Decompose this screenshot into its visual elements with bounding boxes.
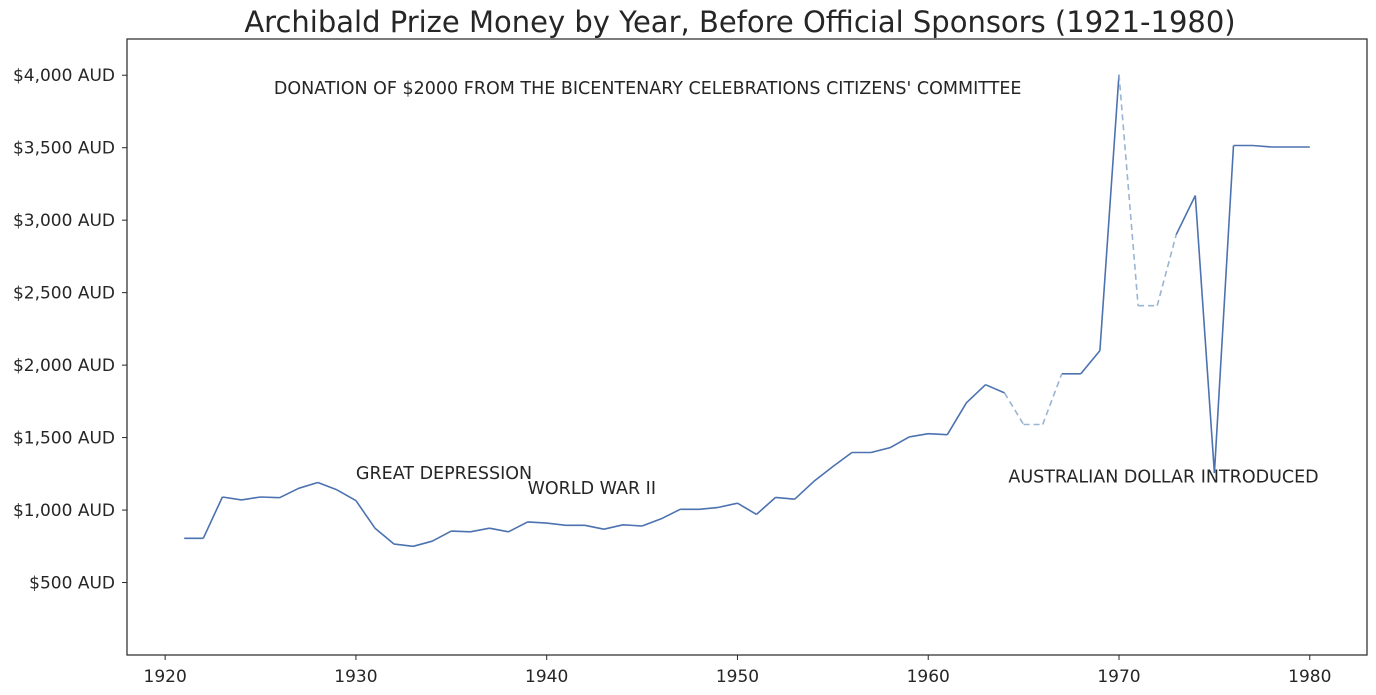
y-tick-label: $2,000 AUD [13,356,115,376]
x-tick-label: 1930 [334,667,377,687]
annotation-layer: DONATION OF $2000 FROM THE BICENTENARY C… [274,79,1319,499]
chart-annotation: WORLD WAR II [528,479,656,499]
y-tick-label: $3,500 AUD [13,139,115,159]
x-tick-label: 1960 [907,667,950,687]
chart-annotation: AUSTRALIAN DOLLAR INTRODUCED [1008,468,1318,488]
chart-annotation: GREAT DEPRESSION [356,464,532,484]
y-tick-label: $4,000 AUD [13,66,115,86]
plot-frame [126,38,1368,656]
y-tick-label: $2,500 AUD [13,284,115,304]
series-layer [184,74,1310,548]
x-tick-label: 1940 [525,667,568,687]
x-tick-label: 1980 [1288,667,1331,687]
y-tick-label: $500 AUD [29,574,115,594]
y-tick-label: $1,500 AUD [13,429,115,449]
chart-annotation: DONATION OF $2000 FROM THE BICENTENARY C… [274,79,1022,99]
chart-title: Archibald Prize Money by Year, Before Of… [244,5,1235,39]
y-tick-label: $3,000 AUD [13,211,115,231]
x-tick-label: 1920 [144,667,187,687]
x-tick-label: 1950 [716,667,759,687]
x-tick-label: 1970 [1097,667,1140,687]
x-axis: 1920 1930 1940 1950 1960 1970 1980 [144,655,1331,687]
series-line-dashed [1003,74,1177,426]
y-axis: $500 AUD $1,000 AUD $1,500 AUD $2,000 AUD $2… [13,66,127,594]
series-line [184,74,1310,548]
y-tick-label: $1,000 AUD [13,501,115,521]
